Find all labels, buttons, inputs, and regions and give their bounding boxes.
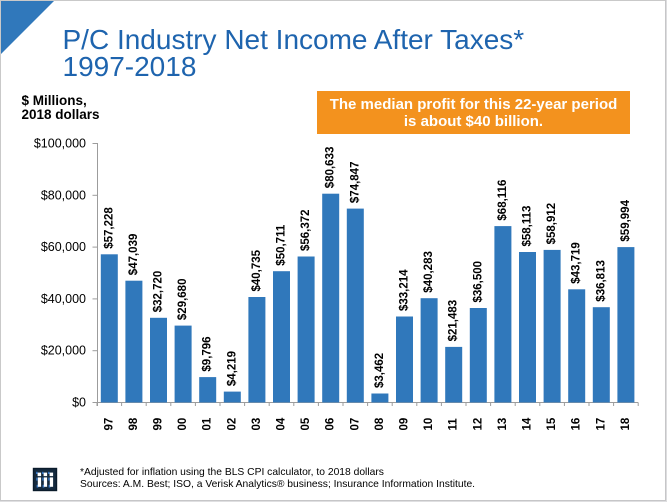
- svg-text:$40,283: $40,283: [423, 251, 435, 293]
- svg-text:01: 01: [202, 417, 214, 430]
- svg-text:$40,735: $40,735: [251, 249, 263, 291]
- svg-text:10: 10: [423, 418, 435, 431]
- svg-text:$0: $0: [72, 396, 86, 410]
- svg-text:$36,813: $36,813: [595, 260, 607, 302]
- svg-text:$3,462: $3,462: [374, 353, 386, 388]
- svg-text:$50,711: $50,711: [276, 224, 288, 266]
- svg-text:08: 08: [374, 417, 386, 430]
- svg-text:00: 00: [177, 418, 189, 431]
- svg-text:$100,000: $100,000: [34, 137, 86, 151]
- svg-text:$36,500: $36,500: [472, 261, 484, 303]
- svg-text:03: 03: [251, 418, 263, 431]
- svg-text:$80,000: $80,000: [41, 188, 86, 202]
- svg-text:17: 17: [595, 418, 607, 431]
- svg-text:$9,796: $9,796: [202, 336, 214, 371]
- svg-text:$59,994: $59,994: [620, 199, 632, 241]
- svg-text:15: 15: [546, 417, 558, 430]
- svg-text:$32,720: $32,720: [153, 271, 165, 313]
- svg-text:16: 16: [571, 418, 583, 431]
- svg-text:$43,719: $43,719: [571, 242, 583, 284]
- svg-text:$4,219: $4,219: [226, 351, 238, 386]
- svg-text:98: 98: [128, 417, 140, 430]
- svg-text:13: 13: [497, 418, 509, 431]
- svg-text:09: 09: [399, 418, 411, 431]
- svg-text:05: 05: [300, 417, 312, 430]
- svg-text:$56,372: $56,372: [300, 209, 312, 251]
- svg-text:07: 07: [349, 418, 361, 431]
- svg-text:02: 02: [226, 418, 238, 431]
- svg-text:$29,680: $29,680: [177, 279, 189, 321]
- svg-text:$68,116: $68,116: [497, 180, 509, 221]
- svg-text:$47,039: $47,039: [128, 234, 140, 276]
- svg-text:11: 11: [448, 418, 460, 431]
- svg-text:$57,228: $57,228: [103, 207, 115, 249]
- svg-text:97: 97: [103, 418, 115, 431]
- svg-text:06: 06: [325, 418, 337, 431]
- svg-text:$58,113: $58,113: [522, 206, 534, 247]
- svg-text:99: 99: [153, 418, 165, 431]
- svg-text:$74,847: $74,847: [349, 162, 361, 204]
- svg-text:18: 18: [620, 417, 632, 430]
- svg-text:12: 12: [472, 418, 484, 431]
- svg-text:$33,214: $33,214: [399, 269, 411, 311]
- svg-text:04: 04: [276, 417, 288, 430]
- svg-text:$58,912: $58,912: [546, 203, 558, 245]
- svg-text:$21,483: $21,483: [448, 300, 460, 342]
- svg-text:$40,000: $40,000: [41, 292, 86, 306]
- svg-text:$20,000: $20,000: [41, 344, 86, 358]
- svg-text:$60,000: $60,000: [41, 240, 86, 254]
- svg-text:14: 14: [522, 417, 534, 430]
- svg-text:$80,633: $80,633: [325, 147, 337, 189]
